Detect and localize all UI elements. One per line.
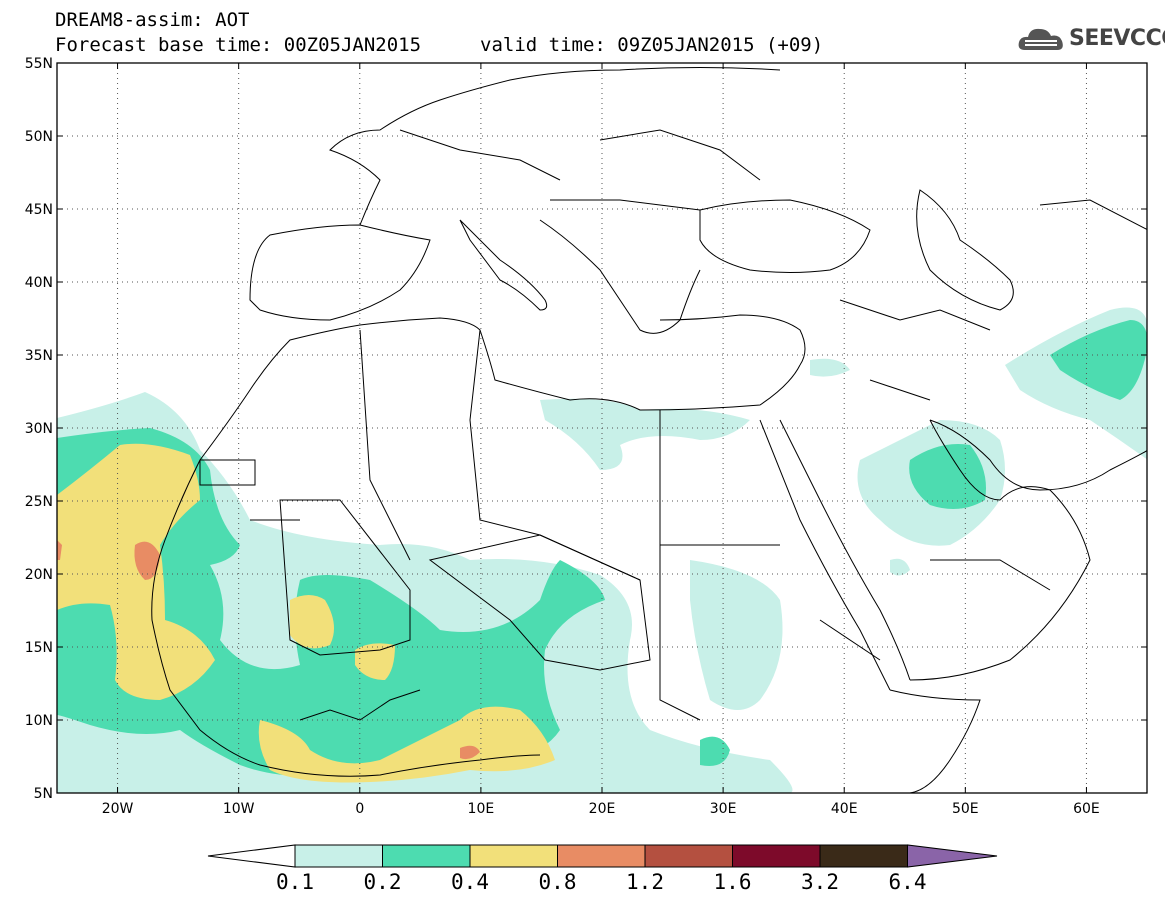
cloud-icon (1018, 28, 1063, 50)
lon-label: 10E (468, 801, 495, 817)
valid-time: valid time: 09Z05JAN2015 (+09) (480, 34, 824, 56)
lat-label: 10N (25, 713, 53, 729)
colorbar-label: 1.6 (714, 870, 752, 894)
forecast-base-time: Forecast base time: 00Z05JAN2015 (55, 34, 422, 56)
lat-label: 15N (25, 640, 53, 656)
lat-label: 30N (25, 421, 53, 437)
colorbar-label: 0.4 (451, 870, 489, 894)
colorbar-low-arrow (207, 844, 296, 868)
lon-label: 0 (355, 801, 364, 817)
lon-label: 50E (952, 801, 979, 817)
axis-ticks (57, 62, 1147, 794)
lat-label: 35N (25, 348, 53, 364)
lat-label: 5N (34, 786, 53, 802)
colorbar-high-arrow (907, 844, 998, 868)
lat-label: 25N (25, 494, 53, 510)
colorbar-label: 1.2 (626, 870, 664, 894)
lon-label: 20E (589, 801, 616, 817)
lon-label: 10W (223, 801, 255, 817)
colorbar (207, 844, 998, 868)
colorbar-swatch (382, 844, 471, 868)
colorbar-swatch (294, 844, 383, 868)
longitude-labels: 20W 10W 0 10E 20E 30E 40E 50E 60E (102, 801, 1100, 817)
lat-label: 20N (25, 567, 53, 583)
colorbar-swatch (469, 844, 558, 868)
colorbar-label: 0.8 (539, 870, 577, 894)
lat-label: 40N (25, 275, 53, 291)
logo-text: SEEVCCC (1069, 26, 1165, 51)
lon-label: 20W (102, 801, 134, 817)
seevccc-logo: SEEVCCC (1017, 24, 1165, 54)
lon-label: 40E (831, 801, 858, 817)
coastlines-borders (151, 67, 1147, 793)
colorbar-labels: 0.1 0.2 0.4 0.8 1.2 1.6 3.2 6.4 (276, 870, 926, 894)
lat-label: 50N (25, 129, 53, 145)
lon-label: 30E (710, 801, 737, 817)
colorbar-label: 0.2 (364, 870, 402, 894)
lon-label: 60E (1073, 801, 1100, 817)
colorbar-label: 6.4 (889, 870, 927, 894)
lat-label: 55N (25, 56, 53, 72)
colorbar-label: 3.2 (801, 870, 839, 894)
map-title: DREAM8-assim: AOT (55, 9, 250, 31)
colorbar-swatch (819, 844, 908, 868)
colorbar-swatch (557, 844, 646, 868)
aot-band-0.8 (57, 540, 480, 760)
latitude-labels: 55N 50N 45N 40N 35N 30N 25N 20N 15N 10N 5N (25, 56, 53, 802)
lat-label: 45N (25, 202, 53, 218)
colorbar-label: 0.1 (276, 870, 314, 894)
colorbar-swatch (732, 844, 821, 868)
lat-lon-grid (57, 63, 1147, 793)
aot-band-0.2 (57, 320, 1147, 777)
aot-field (57, 307, 1147, 793)
colorbar-swatch (644, 844, 733, 868)
